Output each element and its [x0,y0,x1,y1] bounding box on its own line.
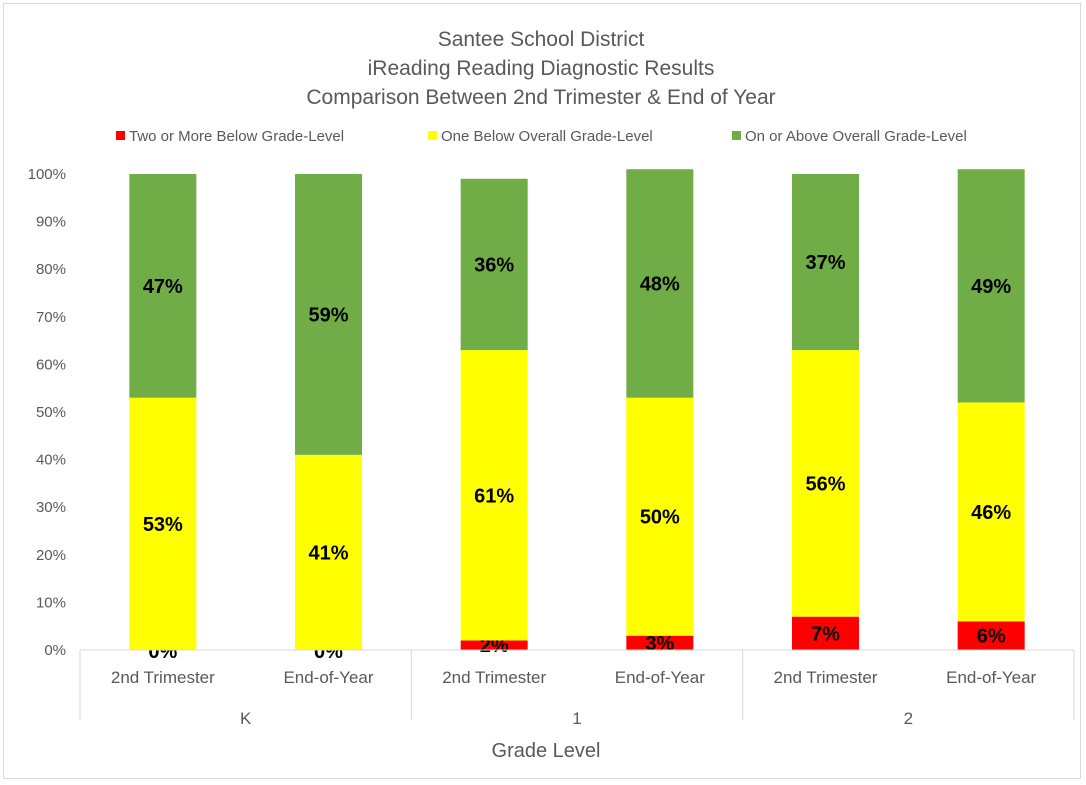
x-category-label: 2nd Trimester [111,668,215,687]
bar-segment [460,178,528,351]
data-label: 36% [474,254,514,276]
bar-segment [792,174,859,351]
legend-swatch-2 [732,131,741,140]
data-label: 61% [474,485,514,507]
bar-segment [295,454,362,650]
legend-label-1: One Below Overall Grade-Level [441,128,653,145]
legend-swatch-1 [428,131,437,140]
bars: 0%53%47%0%41%59%2%61%36%3%50%48%7%56%37%… [129,169,1025,663]
legend-swatch-0 [116,131,125,140]
y-tick-label: 10% [36,594,66,611]
bar-segment [626,397,694,636]
x-category-label: 2nd Trimester [442,668,546,687]
x-group-label: 2 [904,709,913,728]
y-tick-label: 30% [36,499,66,516]
x-category-label: 2nd Trimester [774,668,878,687]
data-label: 50% [640,507,680,529]
stacked-bar-chart: Santee School District iReading Reading … [28,28,1075,762]
data-label: 56% [805,473,845,495]
data-label: 49% [971,276,1011,298]
bar-segment [460,350,528,641]
x-axis: 2nd Trimester End-of-Year 2nd Trimester End… [79,649,1075,728]
y-tick-label: 40% [36,452,66,469]
data-label: 48% [640,273,680,295]
x-axis-title: Grade Level [492,740,601,762]
x-group-label: K [240,709,252,728]
data-label: 7% [811,623,840,645]
x-category-label: End-of-Year [283,668,373,687]
y-tick-label: 0% [44,642,66,659]
data-label: 47% [143,276,183,298]
y-tick-label: 60% [36,356,66,373]
y-tick-label: 50% [36,404,66,421]
chart-title-line-3: Comparison Between 2nd Trimester & End o… [306,86,775,109]
bar-segment [792,616,859,650]
y-tick-label: 80% [36,261,66,278]
x-category-label: End-of-Year [946,668,1036,687]
x-category-label: End-of-Year [615,668,705,687]
data-label: 3% [645,633,674,655]
legend-label-2: On or Above Overall Grade-Level [745,128,967,145]
y-tick-label: 70% [36,309,66,326]
legend: Two or More Below Grade-Level One Below O… [116,128,967,145]
chart-title: Santee School District iReading Reading … [306,28,775,109]
x-group-label: 1 [572,709,581,728]
bar-segment [957,402,1025,622]
legend-label-0: Two or More Below Grade-Level [129,128,344,145]
bar-segment [957,621,1025,650]
bar-segment [129,174,197,398]
bar-segment [295,174,362,455]
bar-segment [626,169,694,398]
chart-title-line-2: iReading Reading Diagnostic Results [368,57,715,80]
y-axis: 0% 10% 20% 30% 40% 50% 60% 70% 80% 90% 100% [28,166,66,659]
chart-frame: Santee School District iReading Reading … [3,3,1081,779]
data-label: 2% [480,635,509,657]
chart-title-line-1: Santee School District [438,28,645,51]
data-label: 46% [971,502,1011,524]
bar-segment [626,635,694,650]
data-label: 6% [977,626,1006,648]
data-label: 37% [805,252,845,274]
data-label: 53% [143,514,183,536]
y-tick-label: 100% [28,166,66,183]
data-label: 41% [308,542,348,564]
bar-segment [460,640,528,650]
bar-segment [957,169,1025,403]
data-label: 59% [308,304,348,326]
y-tick-label: 20% [36,547,66,564]
y-tick-label: 90% [36,214,66,231]
bar-segment [792,350,859,617]
bar-segment [129,397,197,650]
